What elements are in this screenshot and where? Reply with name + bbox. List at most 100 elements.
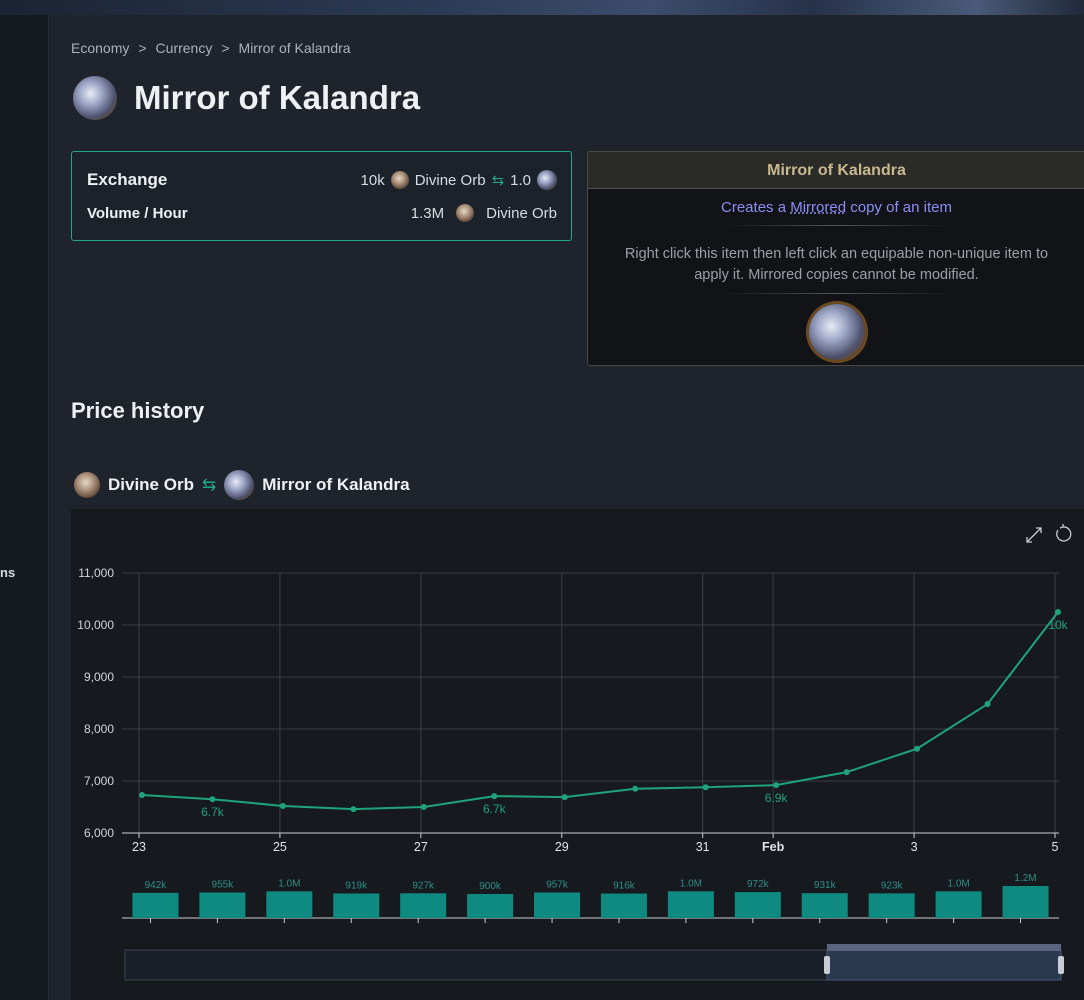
volume-bar (467, 894, 514, 918)
price-point (773, 782, 780, 789)
volume-label: 972k (747, 879, 770, 890)
exchange-currency: Divine Orb (414, 171, 486, 189)
separator (721, 293, 952, 294)
volume-bar (868, 893, 915, 918)
volume-bar (1002, 886, 1049, 918)
volume-bar (667, 891, 714, 918)
price-point (209, 796, 216, 803)
volume-label: 919k (345, 880, 368, 891)
volume-label: 916k (613, 881, 636, 892)
reset-button[interactable] (1056, 524, 1072, 542)
volume-label: 923k (881, 880, 904, 891)
x-tick-label: 25 (273, 840, 287, 854)
item-art (808, 304, 865, 360)
currency-icon (390, 171, 409, 189)
price-point (1055, 609, 1061, 615)
volume-label: 927k (412, 880, 435, 891)
volume-label: 942k (145, 880, 168, 891)
currency-icon (537, 170, 557, 190)
volume-label: 955k (212, 880, 235, 891)
breadcrumb-separator: > (221, 40, 230, 56)
exchange-box: Exchange 10k Divine Orb ⇆ 1.0 Volume / H… (71, 151, 572, 241)
exchange-label: Exchange (87, 170, 168, 189)
currency-icon (74, 472, 100, 498)
volume-bar (801, 893, 848, 918)
volume-bar (534, 892, 581, 918)
currency-icon (224, 470, 255, 500)
separator (721, 225, 952, 226)
breadcrumb: Economy > Currency > Mirror of Kalandra (71, 40, 351, 56)
volume-label: 1.0M (278, 878, 300, 889)
x-tick-label: 3 (911, 840, 918, 854)
price-point (632, 785, 639, 792)
price-point (914, 745, 921, 752)
sidebar: ns (0, 15, 49, 1000)
price-point (420, 804, 427, 810)
x-tick-label: 5 (1052, 840, 1059, 854)
price-point (984, 701, 991, 708)
x-tick-label: 23 (132, 840, 146, 854)
swap-icon: ⇆ (491, 172, 505, 189)
y-tick-label: 6,000 (84, 826, 114, 840)
range-slider[interactable] (124, 944, 1064, 981)
volume-label: 1.0M (680, 878, 702, 889)
page-title: Mirror of Kalandra (134, 79, 421, 116)
currency-icon (456, 204, 475, 222)
volume-bar (734, 892, 781, 918)
section-title: Price history (71, 398, 205, 423)
header-banner (0, 0, 1084, 15)
value-label: 10k (1048, 618, 1068, 632)
price-point (702, 784, 709, 791)
x-tick-label: 27 (414, 840, 428, 854)
swap-icon[interactable]: ⇆ (201, 475, 217, 494)
price-point (843, 769, 850, 776)
pair-from: Divine Orb (108, 475, 194, 494)
volume-bar (266, 891, 313, 918)
volume-label: 957k (546, 879, 569, 890)
x-tick-label: Feb (762, 840, 785, 854)
y-tick-label: 7,000 (84, 774, 114, 788)
volume-bar (132, 892, 179, 918)
breadcrumb-link[interactable]: Economy (71, 40, 130, 56)
expand-button[interactable] (1026, 527, 1042, 543)
volume-bar (199, 892, 246, 918)
item-icon (73, 76, 117, 120)
item-card: Mirror of Kalandra Creates a Mirrored co… (587, 151, 1084, 366)
price-point (491, 793, 498, 800)
pair-header: Divine Orb ⇆ Mirror of Kalandra (74, 470, 410, 500)
y-tick-label: 8,000 (84, 722, 114, 736)
volume-label: 1.0M (947, 878, 969, 889)
effect-text: copy of an item (850, 199, 952, 216)
volume-bar (333, 893, 380, 918)
effect-text: Creates a (721, 199, 787, 216)
volume-bar (600, 893, 647, 918)
price-point (350, 806, 357, 813)
slider-window[interactable] (826, 949, 1062, 981)
exchange-rate: 1.0 (510, 171, 531, 189)
breadcrumb-link[interactable]: Currency (155, 40, 213, 56)
price-line (141, 611, 1059, 811)
breadcrumb-separator: > (138, 40, 147, 56)
y-tick-label: 10,000 (77, 618, 114, 632)
volume-bar (935, 891, 982, 918)
volume-currency: Divine Orb (486, 204, 557, 222)
value-label: 6.7k (483, 802, 507, 816)
exchange-amount: 10k (360, 171, 385, 189)
sidebar-text[interactable]: ns (0, 565, 16, 580)
price-point (561, 794, 568, 801)
slider-handle[interactable] (824, 956, 830, 974)
item-effect: Creates a Mirrored copy of an item (588, 199, 1084, 216)
slider-bar[interactable] (827, 944, 1061, 951)
item-description: Right click this item then left click an… (624, 246, 1049, 283)
x-tick-label: 29 (555, 840, 569, 854)
effect-keyword[interactable]: Mirrored (790, 199, 847, 216)
price-point (279, 802, 286, 809)
price-point (139, 792, 145, 799)
slider-handle[interactable] (1058, 956, 1064, 974)
volume-label: 900k (479, 881, 502, 892)
volume-amount: 1.3M (410, 204, 445, 222)
x-tick-label: 31 (696, 840, 710, 854)
volume-bar (400, 893, 447, 918)
